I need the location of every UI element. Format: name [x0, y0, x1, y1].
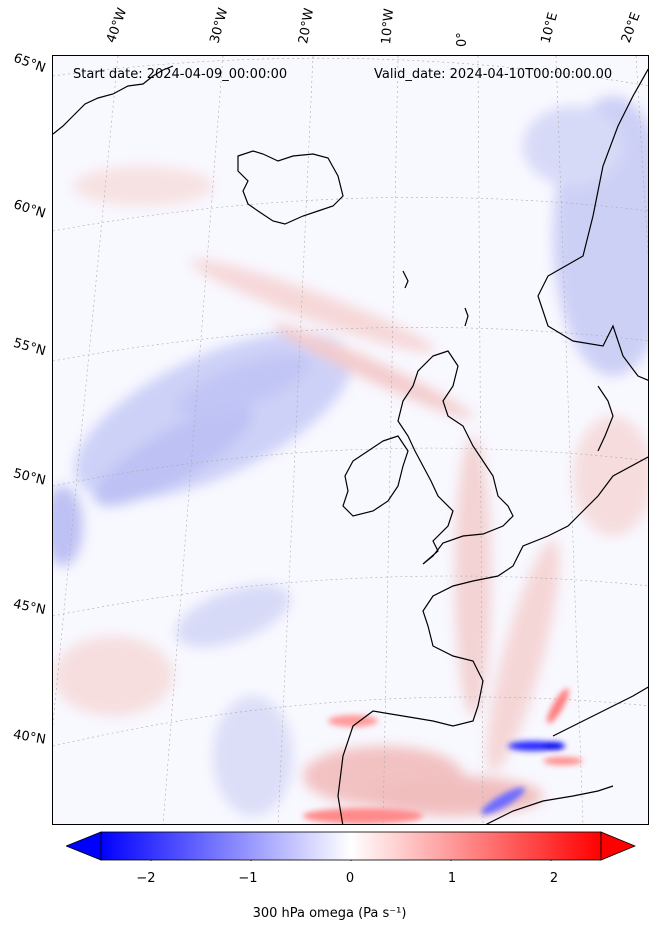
- colorbar-body: [100, 831, 602, 861]
- colorbar-tick-label: 1: [447, 871, 457, 886]
- lon-label-30w: 30°W: [207, 6, 232, 45]
- lat-label-65n: 65°N: [11, 50, 48, 77]
- lon-label-40w: 40°W: [103, 6, 131, 45]
- lat-label-55n: 55°N: [11, 335, 48, 360]
- colorbar-label: 300 hPa omega (Pa s⁻¹): [252, 906, 407, 921]
- lon-label-20w: 20°W: [296, 7, 318, 46]
- coastlines: [53, 65, 648, 824]
- colorbar: [66, 831, 636, 861]
- lat-label-40n: 40°N: [11, 727, 47, 748]
- colorbar-extend-left: [66, 831, 102, 861]
- lon-label-0: 0°: [455, 32, 470, 47]
- lat-label-60n: 60°N: [11, 197, 48, 222]
- lat-label-50n: 50°N: [11, 466, 48, 489]
- colorbar-tick-label: −1: [238, 871, 258, 886]
- colorbar-tick-label: −2: [136, 871, 156, 886]
- graticule: [53, 56, 648, 824]
- lon-label-10e: 10°E: [538, 10, 562, 46]
- lat-label-45n: 45°N: [11, 596, 47, 619]
- start-date-label: Start date: 2024-04-09_00:00:00: [73, 67, 288, 82]
- omega-field: [53, 96, 648, 816]
- map-panel[interactable]: [52, 55, 649, 825]
- colorbar-tick-label: 0: [345, 871, 355, 886]
- omega-strong-cells: [303, 688, 583, 824]
- lon-label-20e: 20°E: [618, 10, 644, 46]
- lon-label-10w: 10°W: [379, 7, 398, 45]
- valid-date-label: Valid_date: 2024-04-10T00:00:00.00: [374, 67, 613, 82]
- colorbar-tick-label: 2: [549, 871, 559, 886]
- colorbar-extend-right: [600, 831, 636, 861]
- omega-field-map: [53, 56, 648, 824]
